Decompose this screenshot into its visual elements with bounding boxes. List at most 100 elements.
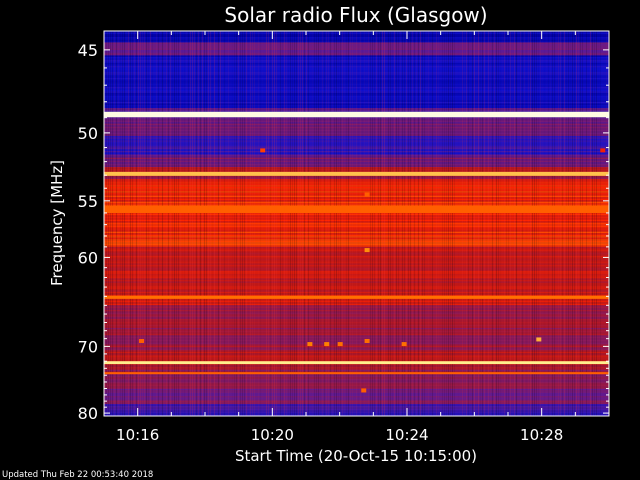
x-axis-label: Start Time (20-Oct-15 10:15:00) [235, 447, 477, 465]
band-row [104, 366, 609, 369]
band-row [104, 240, 609, 243]
band-row [104, 32, 609, 35]
texture-column [546, 31, 547, 416]
band-row [104, 222, 609, 225]
texture-column [502, 31, 503, 416]
band-row [104, 95, 609, 98]
band-row [104, 92, 609, 95]
band-row [104, 83, 609, 86]
band-row [104, 390, 609, 392]
y-tick-label: 55 [78, 192, 98, 211]
band-row [104, 356, 609, 358]
band-row [104, 396, 609, 398]
band-row [104, 306, 609, 309]
band-row [104, 267, 609, 270]
texture-column [456, 31, 457, 416]
band-row [104, 377, 609, 379]
emission-line [104, 295, 609, 299]
band-row [104, 342, 609, 345]
band-row [104, 407, 609, 409]
band-row [104, 394, 609, 397]
texture-column [232, 31, 233, 416]
band-row [104, 227, 609, 229]
band-row [104, 195, 609, 198]
band-row [104, 291, 609, 294]
band-row [104, 326, 609, 328]
y-axis: 45 50 55 60 70 80 [78, 41, 609, 423]
band-row [104, 312, 609, 315]
texture-column [254, 31, 255, 416]
band-row [104, 288, 609, 291]
texture-column [304, 31, 305, 416]
texture-column [248, 31, 249, 416]
band-row [104, 320, 609, 322]
band-row [104, 138, 609, 141]
burst-spot [364, 192, 370, 197]
band-row [104, 216, 609, 219]
texture-column [278, 31, 279, 416]
texture-column [276, 31, 277, 416]
band-row [104, 94, 609, 96]
burst-spot [364, 338, 370, 343]
band-row [104, 131, 609, 133]
texture-column [500, 31, 501, 416]
band-row [104, 414, 609, 416]
texture-column [504, 31, 505, 416]
band-row [104, 375, 609, 378]
texture-column [272, 31, 273, 416]
texture-column [310, 31, 311, 416]
band-row [104, 363, 609, 366]
texture-column [148, 31, 149, 416]
band-row [104, 143, 609, 145]
texture-column [140, 31, 141, 416]
band-row [104, 260, 609, 262]
band-row [104, 152, 609, 154]
texture-column [452, 31, 453, 416]
texture-column [320, 31, 321, 416]
texture-column [422, 31, 423, 416]
texture-column [522, 31, 523, 416]
band-row [104, 58, 609, 60]
emission-line [104, 361, 609, 365]
band-row [104, 137, 609, 139]
texture-column [170, 31, 171, 416]
band-row [104, 329, 609, 331]
texture-column [570, 31, 571, 416]
texture-column [364, 31, 365, 416]
band-row [104, 35, 609, 38]
y-axis-label: Frequency [MHz] [48, 160, 66, 286]
texture-column [230, 31, 231, 416]
band-row [104, 354, 609, 357]
texture-column [114, 31, 115, 416]
texture-column [168, 31, 169, 416]
texture-column [216, 31, 217, 416]
texture-column [382, 31, 383, 416]
texture-column [344, 31, 345, 416]
band-row [104, 294, 609, 297]
band-row [104, 82, 609, 84]
band-row [104, 100, 609, 102]
band-row [104, 91, 609, 93]
texture-column [478, 31, 479, 416]
texture-column [162, 31, 163, 416]
texture-column [258, 31, 259, 416]
texture-column [136, 31, 137, 416]
texture-column [438, 31, 439, 416]
band-row [104, 242, 609, 244]
band-row [104, 321, 609, 324]
texture-column [556, 31, 557, 416]
texture-column [414, 31, 415, 416]
texture-column [442, 31, 443, 416]
texture-column [562, 31, 563, 416]
band-row [104, 104, 609, 107]
band-row [104, 285, 609, 288]
texture-column [404, 31, 405, 416]
texture-column [130, 31, 131, 416]
texture-column [576, 31, 577, 416]
band-row [104, 157, 609, 160]
texture-column [394, 31, 395, 416]
plot-frame [103, 30, 610, 417]
texture-column [108, 31, 109, 416]
texture-column [548, 31, 549, 416]
